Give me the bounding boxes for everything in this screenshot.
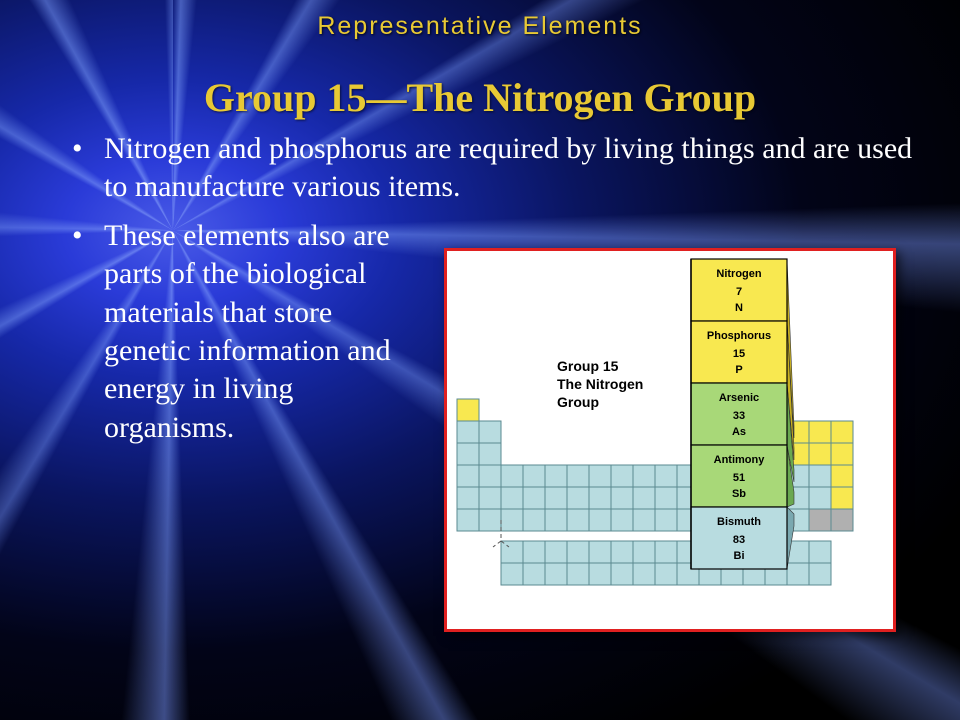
- bullet-2: These elements also are parts of the bio…: [72, 217, 392, 447]
- svg-text:As: As: [732, 426, 746, 438]
- svg-text:The Nitrogen: The Nitrogen: [557, 376, 643, 392]
- svg-text:7: 7: [736, 286, 742, 298]
- bullet-1: Nitrogen and phosphorus are required by …: [72, 130, 920, 207]
- svg-text:Sb: Sb: [732, 488, 746, 500]
- svg-text:15: 15: [733, 348, 745, 360]
- slide: Representative Elements Group 15—The Nit…: [0, 0, 960, 720]
- svg-text:83: 83: [733, 534, 745, 546]
- slide-title: Group 15—The Nitrogen Group: [0, 74, 960, 121]
- svg-text:Phosphorus: Phosphorus: [707, 330, 771, 342]
- group15-figure: Group 15 The Nitrogen Group Nitrogen 7 N Phosp…: [444, 248, 896, 632]
- svg-text:Arsenic: Arsenic: [719, 392, 759, 404]
- slide-header: Representative Elements: [0, 12, 960, 41]
- svg-text:P: P: [735, 364, 742, 376]
- svg-text:Bismuth: Bismuth: [717, 516, 761, 528]
- svg-text:Antimony: Antimony: [714, 454, 766, 466]
- svg-text:Group 15: Group 15: [557, 358, 619, 374]
- svg-text:Bi: Bi: [734, 550, 745, 562]
- svg-text:Nitrogen: Nitrogen: [716, 268, 762, 280]
- svg-text:33: 33: [733, 410, 745, 422]
- svg-text:N: N: [735, 302, 743, 314]
- svg-text:Group: Group: [557, 394, 599, 410]
- svg-text:51: 51: [733, 472, 745, 484]
